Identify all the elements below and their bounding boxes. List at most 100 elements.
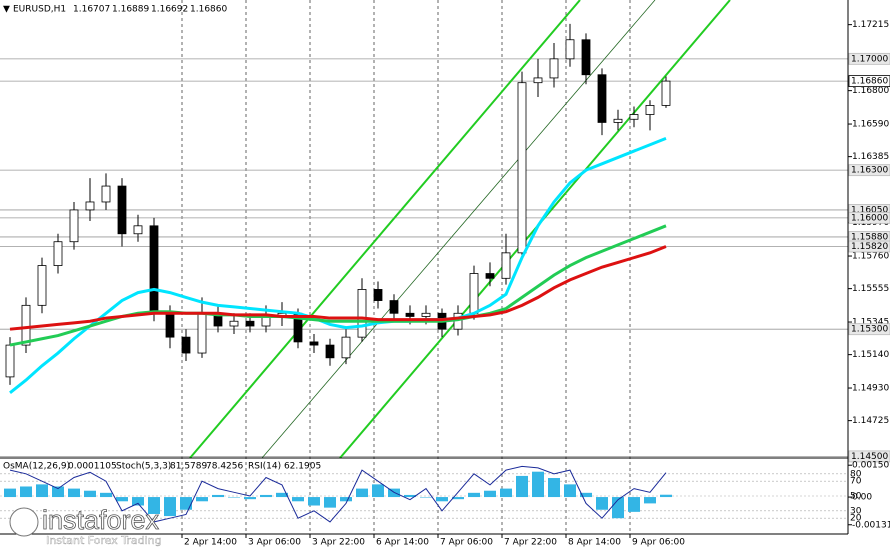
osma-bar: [20, 486, 32, 498]
osma-bar: [132, 497, 144, 506]
y-tick-label: 1.14930: [852, 384, 889, 394]
y-tick-label: 1.15345: [852, 318, 889, 328]
osma-bar: [116, 497, 128, 502]
candle-body: [117, 185, 127, 235]
candle-body: [469, 273, 479, 314]
osma-bar: [228, 497, 240, 498]
osma-bar: [36, 484, 48, 498]
grid: [0, 0, 848, 534]
logo-text: instaforex: [42, 505, 160, 535]
candle-body: [53, 241, 63, 266]
candle-body: [149, 225, 159, 314]
stoch-line: [9, 465, 667, 523]
candle-body: [5, 344, 15, 378]
candle-body: [21, 304, 31, 346]
indicator-header: OsMA(12,26,9) 0.0001105 Stoch(5,3,3) 81.…: [3, 462, 321, 472]
level-label: 1.16000: [851, 213, 888, 223]
osma-bar: [532, 471, 544, 498]
osma-bar: [484, 490, 496, 498]
level-label: 1.16860: [851, 77, 888, 87]
channel-line: [189, 0, 581, 459]
candle-body: [549, 58, 559, 79]
osma-bar: [436, 497, 448, 502]
candle-body: [181, 336, 191, 354]
osma-bar: [308, 497, 320, 506]
header-arrow: ▼: [3, 5, 10, 15]
logo-icon: [9, 507, 39, 537]
osma-bar: [276, 492, 288, 498]
osma-bar: [404, 494, 416, 498]
candle-body: [405, 312, 415, 317]
symbol: EURUSD,H1: [13, 5, 66, 15]
x-tick-label: 6 Apr 14:00: [376, 538, 429, 548]
stoch-tick-label: 20: [850, 514, 862, 524]
candle-body: [165, 312, 175, 338]
candle-body: [357, 289, 367, 338]
y-tick-label: 1.15760: [852, 252, 889, 262]
osma-tick-label: 0.001507: [852, 461, 890, 471]
candle-body: [565, 39, 575, 60]
level-label: 1.15820: [851, 242, 888, 252]
candle-body: [597, 74, 607, 123]
y-tick-label: 1.16800: [852, 86, 889, 96]
candle-body: [37, 265, 47, 306]
candle-body: [341, 336, 351, 359]
candle-body: [421, 312, 431, 317]
x-tick-label: 7 Apr 06:00: [440, 538, 493, 548]
osma-bar: [260, 494, 272, 498]
candle-body: [373, 289, 383, 301]
osma-tick-label: 0.00: [852, 493, 872, 503]
y-tick-label: 1.14725: [852, 416, 889, 426]
osma-bar: [660, 494, 672, 498]
candle-body: [69, 209, 79, 243]
stoch-signal: 78.4256: [206, 462, 243, 472]
candle-body: [645, 105, 655, 115]
level-label: 1.15880: [851, 232, 888, 242]
level-label-box: [848, 211, 890, 224]
level-label-box: [848, 240, 890, 253]
candle-body: [613, 118, 623, 123]
osma-bar: [4, 488, 16, 498]
osma-bar: [628, 497, 640, 512]
osma-bar: [196, 497, 208, 502]
candle-body: [517, 82, 527, 254]
candle-body: [661, 80, 671, 106]
candle-body: [501, 252, 511, 279]
osma-bar: [340, 497, 352, 502]
x-tick-label: 3 Apr 22:00: [312, 538, 365, 548]
osma-bar: [420, 497, 432, 498]
close-value: 1.16860: [190, 5, 227, 15]
osma-bar: [564, 484, 576, 498]
y-tick-label: 1.17215: [852, 20, 889, 30]
candle-body: [85, 201, 95, 211]
level-label-box: [848, 75, 890, 88]
osma-bar: [644, 497, 656, 504]
stoch-tick-label: 50: [850, 492, 862, 502]
level-label-box: [848, 52, 890, 65]
osma-bar: [516, 475, 528, 498]
osma-bar: [500, 488, 512, 498]
osma-bar: [468, 492, 480, 498]
level-label: 1.15300: [851, 325, 888, 335]
osma-bar: [580, 492, 592, 498]
osma-bar: [372, 484, 384, 498]
channel-mid-line: [261, 0, 656, 459]
rsi-text: RSI(14) 62.1905: [248, 462, 321, 472]
x-tick-label: 2 Apr 14:00: [184, 538, 237, 548]
x-tick-label: 7 Apr 22:00: [504, 538, 557, 548]
x-tick-label: 8 Apr 14:00: [568, 538, 621, 548]
osma-bar: [148, 497, 160, 514]
level-label-box: [848, 164, 890, 177]
osma-bar: [100, 492, 112, 498]
logo: instaforex Instant Forex Trading: [9, 505, 162, 547]
candle-body: [533, 77, 543, 84]
candle-body: [485, 273, 495, 279]
candle-body: [197, 312, 207, 354]
low-value: 1.16692: [151, 5, 188, 15]
level-label: 1.16300: [851, 166, 888, 176]
candle-body: [325, 344, 335, 359]
y-tick-label: 1.16385: [852, 152, 889, 162]
osma-bar: [52, 486, 64, 498]
level-label: 1.16050: [851, 205, 888, 215]
